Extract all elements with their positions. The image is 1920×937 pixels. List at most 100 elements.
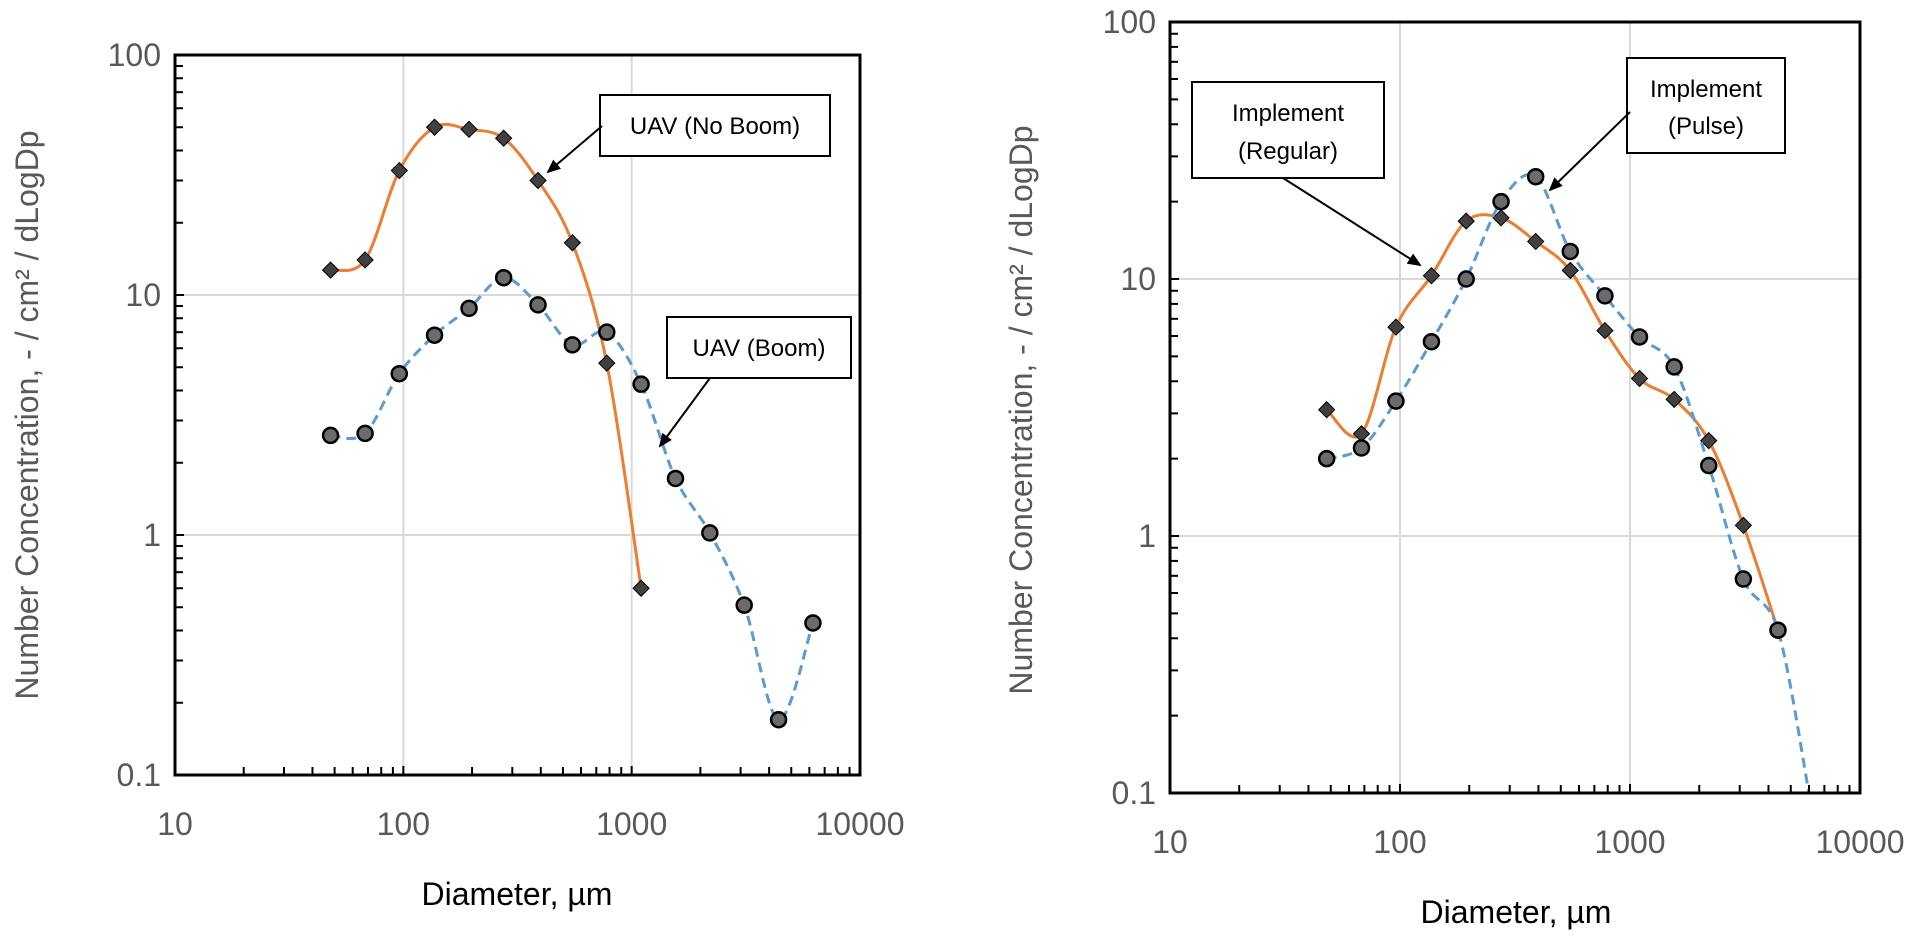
data-point-implement-regular (1665, 390, 1683, 409)
x-tick-label: 1000 (596, 806, 667, 842)
callout-box (1626, 57, 1786, 154)
data-point-uav-no-boom (460, 120, 478, 139)
series-layer (1317, 167, 1811, 794)
data-point-implement-pulse (1769, 621, 1787, 639)
data-point-uav-no-boom (425, 118, 444, 136)
data-point-uav-no-boom (321, 261, 340, 279)
series-line-implement-pulse (1326, 173, 1811, 794)
data-point-implement-regular (1492, 209, 1510, 227)
callout-implement-pulse: Implement (Pulse) (1548, 57, 1786, 192)
data-point-uav-boom (804, 614, 822, 632)
data-point-uav-no-boom (632, 579, 650, 597)
tick-labels: 10 100 1000 10000 0.1 1 10 100 (1103, 4, 1905, 860)
y-tick-label: 1 (143, 517, 161, 553)
plot-grid (174, 54, 861, 776)
y-tick-label: 10 (125, 277, 161, 313)
y-tick-label: 100 (108, 37, 161, 73)
data-point-implement-pulse (1630, 328, 1649, 346)
callout-label: UAV (No Boom) (630, 113, 800, 140)
y-tick-label: 100 (1103, 4, 1156, 40)
data-point-uav-boom (666, 469, 685, 488)
data-point-uav-boom (529, 296, 547, 314)
callout-label: UAV (Boom) (693, 335, 826, 362)
callout-box (1191, 81, 1385, 179)
data-point-implement-regular (1317, 401, 1336, 419)
y-axis-title: Number Concentration, - / cm² / dLogDp (9, 130, 45, 699)
callout-box (666, 316, 852, 379)
callout-uav-no-boom: UAV (No Boom) (546, 94, 831, 174)
data-point-implement-regular (1561, 261, 1579, 280)
callout-arrow (1282, 177, 1422, 267)
data-point-uav-boom (321, 426, 340, 445)
data-point-implement-pulse (1700, 456, 1718, 475)
callout-label: Implement (1650, 76, 1762, 103)
data-point-uav-no-boom (563, 234, 582, 252)
x-tick-label: 10 (157, 806, 193, 842)
data-point-uav-boom (460, 299, 478, 318)
callout-label: Implement (1232, 100, 1344, 127)
data-point-implement-pulse (1317, 449, 1336, 468)
y-axis-title: Number Concentration, - / cm² / dLogDp (1003, 125, 1039, 694)
x-tick-label: 10000 (816, 806, 905, 842)
data-point-implement-regular (1700, 431, 1718, 450)
data-point-uav-no-boom (390, 161, 408, 180)
data-point-implement-pulse (1526, 167, 1545, 186)
data-point-implement-pulse (1387, 392, 1405, 410)
series-layer (321, 118, 822, 729)
x-tick-label: 10000 (1816, 824, 1905, 860)
axis-ticks (174, 64, 851, 776)
tick-labels: 10 100 1000 10000 0.1 1 10 100 (108, 37, 905, 842)
callout-uav-boom: UAV (Boom) (658, 316, 852, 448)
data-point-uav-no-boom (494, 129, 513, 147)
data-point-implement-pulse (1665, 358, 1683, 376)
series-line-implement-regular (1325, 213, 1780, 631)
callout-implement-regular: Implement (Regular) (1191, 81, 1422, 267)
x-tick-label: 10 (1152, 824, 1188, 860)
callout-annotations: UAV (No Boom) UAV (Boom) Implement (Regu… (546, 57, 1786, 448)
data-point-uav-no-boom (529, 171, 547, 190)
data-point-uav-boom (735, 596, 753, 614)
chart-left: 10 100 1000 10000 0.1 1 10 100 Diameter, µm Num… (9, 37, 904, 912)
data-point-implement-pulse (1352, 439, 1371, 457)
data-point-implement-pulse (1596, 287, 1614, 305)
data-point-uav-boom (701, 524, 719, 542)
data-point-implement-regular (1734, 516, 1753, 535)
data-point-implement-pulse (1734, 570, 1753, 588)
y-tick-label: 10 (1120, 261, 1156, 297)
series-line-uav-no-boom (330, 122, 643, 589)
data-point-uav-boom (356, 424, 374, 443)
data-point-implement-pulse (1492, 192, 1510, 211)
chart-right: 10 100 1000 10000 0.1 1 10 100 Diameter, µm Num… (1003, 4, 1904, 930)
plot-frame (1168, 20, 1862, 795)
data-point-implement-regular (1596, 321, 1614, 340)
data-point-implement-regular (1422, 266, 1441, 285)
callout-label: (Regular) (1238, 138, 1338, 165)
data-point-implement-regular (1630, 369, 1649, 388)
callout-arrow (546, 125, 603, 174)
x-tick-label: 100 (1373, 824, 1426, 860)
data-point-uav-no-boom (598, 354, 616, 372)
callout-arrow (658, 377, 711, 448)
callout-box (599, 94, 831, 157)
axis-ticks (1169, 32, 1851, 794)
callout-label: (Pulse) (1668, 113, 1744, 140)
data-point-uav-boom (769, 710, 788, 729)
plot-frame (173, 53, 862, 777)
data-point-uav-boom (563, 336, 582, 354)
callout-arrow (1548, 111, 1631, 192)
data-point-uav-boom (425, 326, 444, 344)
data-point-implement-pulse (1457, 270, 1475, 288)
data-point-uav-boom (632, 375, 650, 393)
data-point-uav-boom (390, 364, 409, 383)
data-point-implement-regular (1457, 212, 1475, 230)
data-point-implement-pulse (1422, 332, 1441, 351)
y-tick-label: 1 (1138, 518, 1156, 554)
data-point-uav-no-boom (356, 251, 374, 269)
y-tick-label: 0.1 (1112, 775, 1156, 811)
data-point-implement-regular (1387, 318, 1405, 336)
x-axis-title: Diameter, µm (422, 876, 613, 912)
data-point-implement-pulse (1561, 242, 1580, 261)
x-axis-title: Diameter, µm (1421, 894, 1612, 930)
data-point-uav-boom (494, 268, 513, 287)
